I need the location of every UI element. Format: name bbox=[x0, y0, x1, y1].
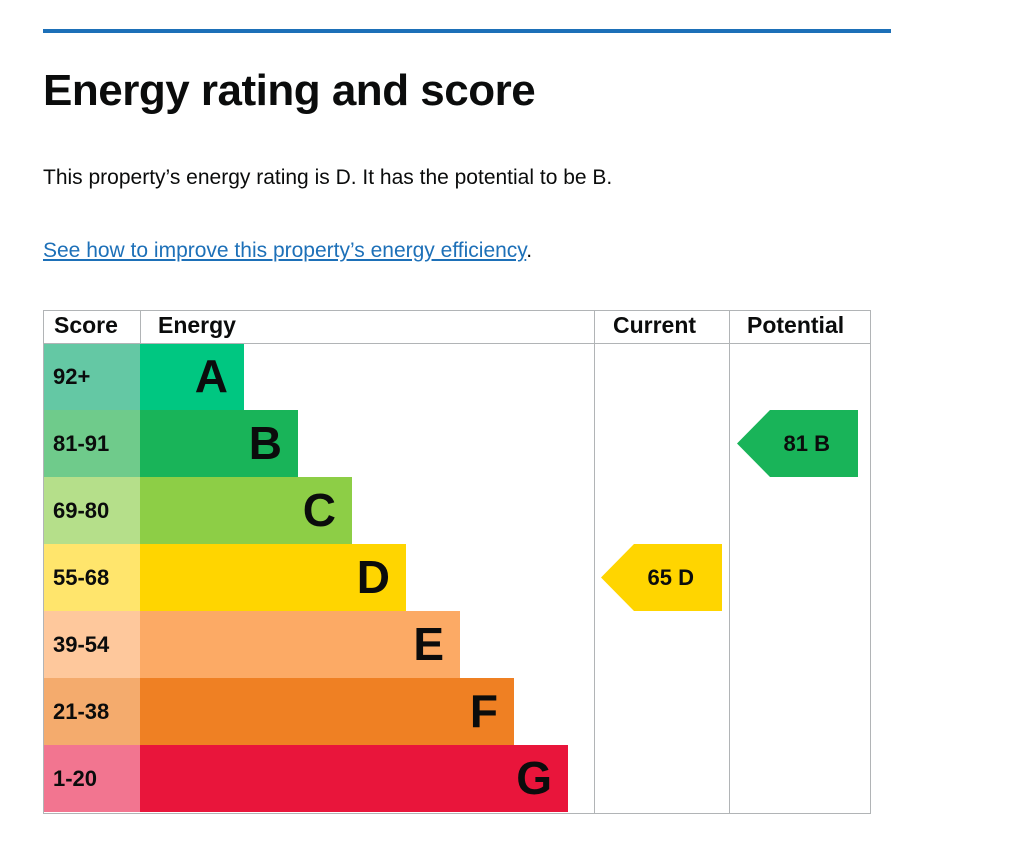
rating-bar-c: C bbox=[140, 477, 352, 544]
rating-bar-d: D bbox=[140, 544, 406, 611]
rating-bar-g: G bbox=[140, 745, 568, 812]
rating-bar-f: F bbox=[140, 678, 514, 745]
rating-bar-e: E bbox=[140, 611, 460, 678]
improve-efficiency-link[interactable]: See how to improve this property’s energ… bbox=[43, 239, 527, 262]
section-divider bbox=[43, 29, 891, 33]
score-band-e: 39-54 bbox=[43, 611, 140, 678]
header-score: Score bbox=[54, 312, 118, 338]
table-border-top bbox=[43, 310, 871, 311]
page-title: Energy rating and score bbox=[43, 66, 536, 115]
potential-rating-arrow: 81 B bbox=[737, 410, 858, 477]
table-border-bottom bbox=[43, 813, 871, 814]
column-divider bbox=[729, 310, 730, 814]
score-band-d: 55-68 bbox=[43, 544, 140, 611]
score-band-a: 92+ bbox=[43, 343, 140, 410]
link-suffix: . bbox=[526, 239, 533, 262]
header-divider bbox=[43, 343, 871, 344]
rating-summary: This property’s energy rating is D. It h… bbox=[43, 166, 613, 189]
score-band-g: 1-20 bbox=[43, 745, 140, 812]
rating-bar-b: B bbox=[140, 410, 298, 477]
table-border-right bbox=[870, 310, 871, 814]
improve-paragraph: See how to improve this property’s energ… bbox=[43, 239, 532, 263]
header-current: Current bbox=[613, 312, 697, 338]
column-divider bbox=[594, 310, 595, 814]
column-divider bbox=[140, 310, 141, 343]
current-rating-arrow: 65 D bbox=[601, 544, 722, 611]
score-band-c: 69-80 bbox=[43, 477, 140, 544]
rating-bar-a: A bbox=[140, 343, 244, 410]
table-border-left bbox=[43, 310, 44, 814]
score-band-b: 81-91 bbox=[43, 410, 140, 477]
header-potential: Potential bbox=[747, 312, 845, 338]
score-band-f: 21-38 bbox=[43, 678, 140, 745]
